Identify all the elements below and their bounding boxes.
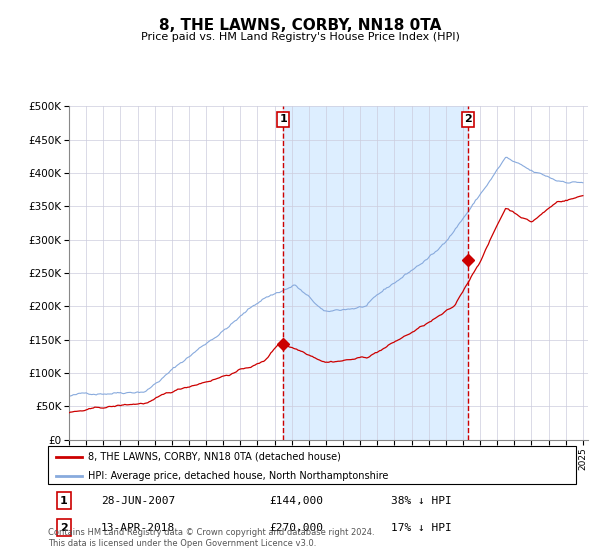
Text: Contains HM Land Registry data © Crown copyright and database right 2024.
This d: Contains HM Land Registry data © Crown c… <box>48 528 374 548</box>
Text: 1: 1 <box>60 496 68 506</box>
Text: 2: 2 <box>60 522 68 533</box>
Text: 13-APR-2018: 13-APR-2018 <box>101 522 175 533</box>
Text: 38% ↓ HPI: 38% ↓ HPI <box>391 496 452 506</box>
Text: £270,000: £270,000 <box>270 522 324 533</box>
Text: 28-JUN-2007: 28-JUN-2007 <box>101 496 175 506</box>
Text: 8, THE LAWNS, CORBY, NN18 0TA: 8, THE LAWNS, CORBY, NN18 0TA <box>159 18 441 34</box>
Text: £144,000: £144,000 <box>270 496 324 506</box>
Text: 1: 1 <box>279 114 287 124</box>
Text: 2: 2 <box>464 114 472 124</box>
Text: 8, THE LAWNS, CORBY, NN18 0TA (detached house): 8, THE LAWNS, CORBY, NN18 0TA (detached … <box>88 452 340 462</box>
FancyBboxPatch shape <box>48 446 576 484</box>
Text: HPI: Average price, detached house, North Northamptonshire: HPI: Average price, detached house, Nort… <box>88 471 388 481</box>
Text: 17% ↓ HPI: 17% ↓ HPI <box>391 522 452 533</box>
Text: Price paid vs. HM Land Registry's House Price Index (HPI): Price paid vs. HM Land Registry's House … <box>140 32 460 42</box>
Bar <box>283 106 468 440</box>
